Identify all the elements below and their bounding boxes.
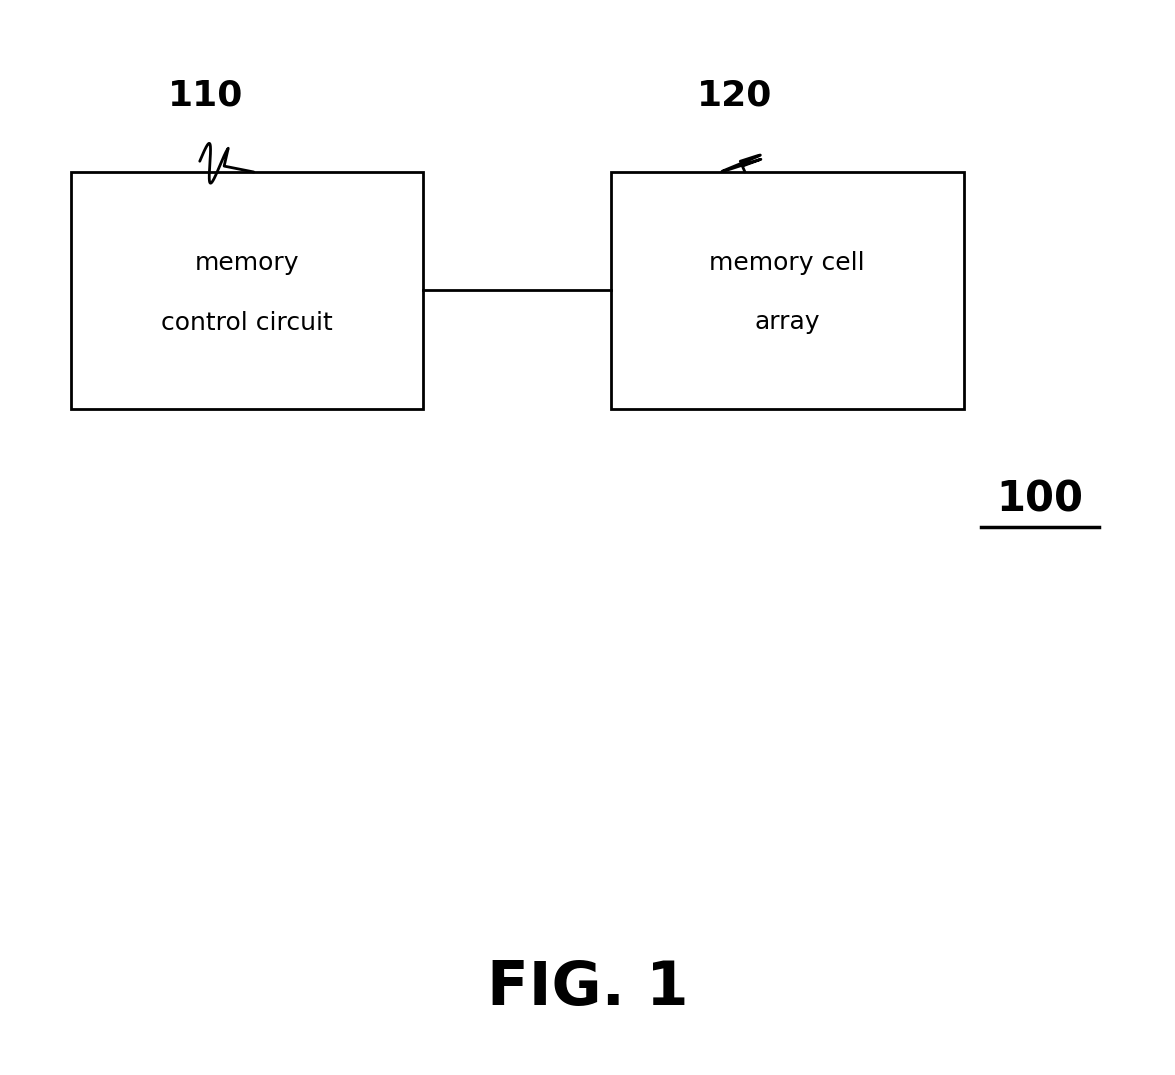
Text: memory cell: memory cell	[710, 252, 865, 275]
Text: FIG. 1: FIG. 1	[486, 960, 689, 1018]
Text: 120: 120	[697, 78, 772, 113]
Text: memory: memory	[195, 252, 298, 275]
FancyBboxPatch shape	[611, 172, 964, 408]
FancyBboxPatch shape	[70, 172, 423, 408]
Text: 100: 100	[996, 478, 1083, 521]
Text: 110: 110	[168, 78, 243, 113]
Text: control circuit: control circuit	[161, 311, 333, 334]
Text: array: array	[754, 311, 820, 334]
